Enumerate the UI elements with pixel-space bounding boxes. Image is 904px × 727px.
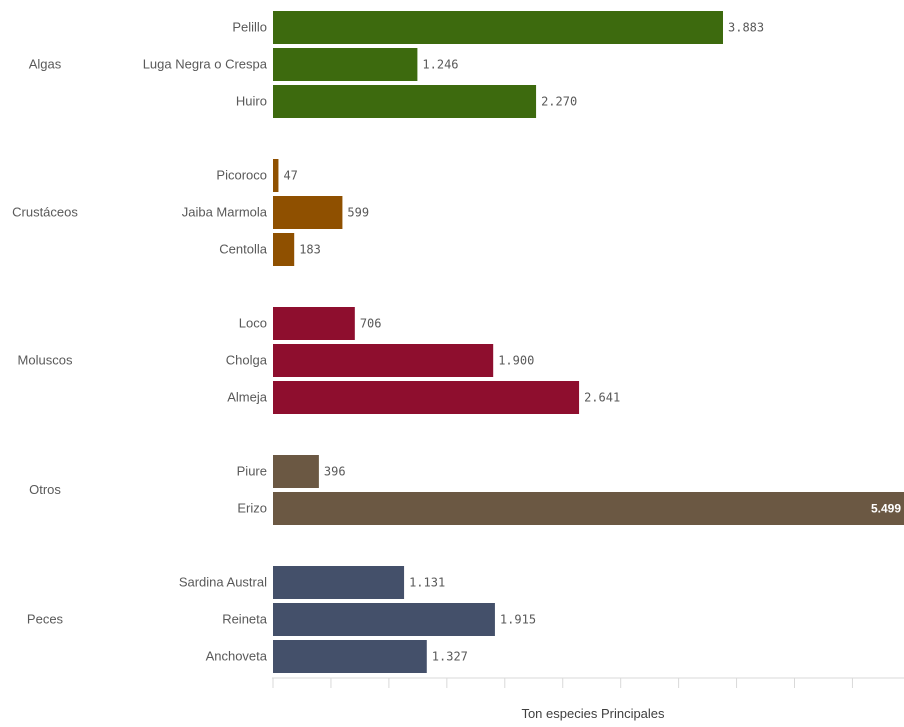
labels-layer: Pelillo 3.883 Luga Negra o Crespa 1.246 Huir… (12, 20, 901, 664)
category-label-sardina-austral: Sardina Austral (179, 575, 267, 590)
category-label-huiro: Huiro (236, 94, 267, 109)
value-label-centolla: 183 (299, 243, 321, 257)
value-label-piure: 396 (324, 465, 346, 479)
bar-huiro (273, 85, 537, 118)
bar-luga-negra-o-crespa (273, 48, 418, 81)
bar-piure (273, 455, 319, 488)
category-label-cholga: Cholga (226, 353, 268, 368)
category-label-jaiba-marmola: Jaiba Marmola (182, 205, 268, 220)
value-label-luga-negra-o-crespa: 1.246 (422, 58, 458, 72)
value-label-jaiba-marmola: 599 (347, 206, 369, 220)
bar-picoroco (273, 159, 279, 192)
bar-almeja (273, 381, 580, 414)
group-label-moluscos: Moluscos (18, 353, 73, 368)
x-axis-title: Ton especies Principales (521, 706, 665, 721)
bar-centolla (273, 233, 295, 266)
value-label-huiro: 2.270 (541, 95, 577, 109)
bar-loco (273, 307, 355, 340)
value-label-loco: 706 (360, 317, 382, 331)
bar-jaiba-marmola (273, 196, 343, 229)
category-label-picoroco: Picoroco (216, 168, 267, 183)
category-label-centolla: Centolla (219, 242, 267, 257)
value-label-sardina-austral: 1.131 (409, 576, 445, 590)
category-label-pelillo: Pelillo (232, 20, 267, 35)
group-label-crustaceos: Crustáceos (12, 205, 78, 220)
value-label-almeja: 2.641 (584, 391, 620, 405)
category-label-almeja: Almeja (227, 390, 268, 405)
bar-erizo (273, 492, 904, 525)
value-label-reineta: 1.915 (500, 613, 536, 627)
category-label-anchoveta: Anchoveta (206, 649, 268, 664)
x-axis (272, 677, 904, 688)
category-label-reineta: Reineta (222, 612, 268, 627)
bars-layer (273, 11, 904, 673)
bar-sardina-austral (273, 566, 405, 599)
group-label-otros: Otros (29, 482, 61, 497)
category-label-luga-negra-o-crespa: Luga Negra o Crespa (143, 57, 268, 72)
value-label-cholga: 1.900 (498, 354, 534, 368)
value-label-erizo: 5.499 (871, 502, 901, 516)
bar-pelillo (273, 11, 723, 44)
group-label-algas: Algas (29, 57, 62, 72)
bar-reineta (273, 603, 495, 636)
category-label-piure: Piure (237, 464, 267, 479)
value-label-pelillo: 3.883 (728, 21, 764, 35)
bar-cholga (273, 344, 494, 377)
value-label-picoroco: 47 (283, 169, 297, 183)
category-label-loco: Loco (239, 316, 267, 331)
group-label-peces: Peces (27, 612, 64, 627)
value-label-anchoveta: 1.327 (432, 650, 468, 664)
category-label-erizo: Erizo (237, 501, 267, 516)
bar-anchoveta (273, 640, 427, 673)
